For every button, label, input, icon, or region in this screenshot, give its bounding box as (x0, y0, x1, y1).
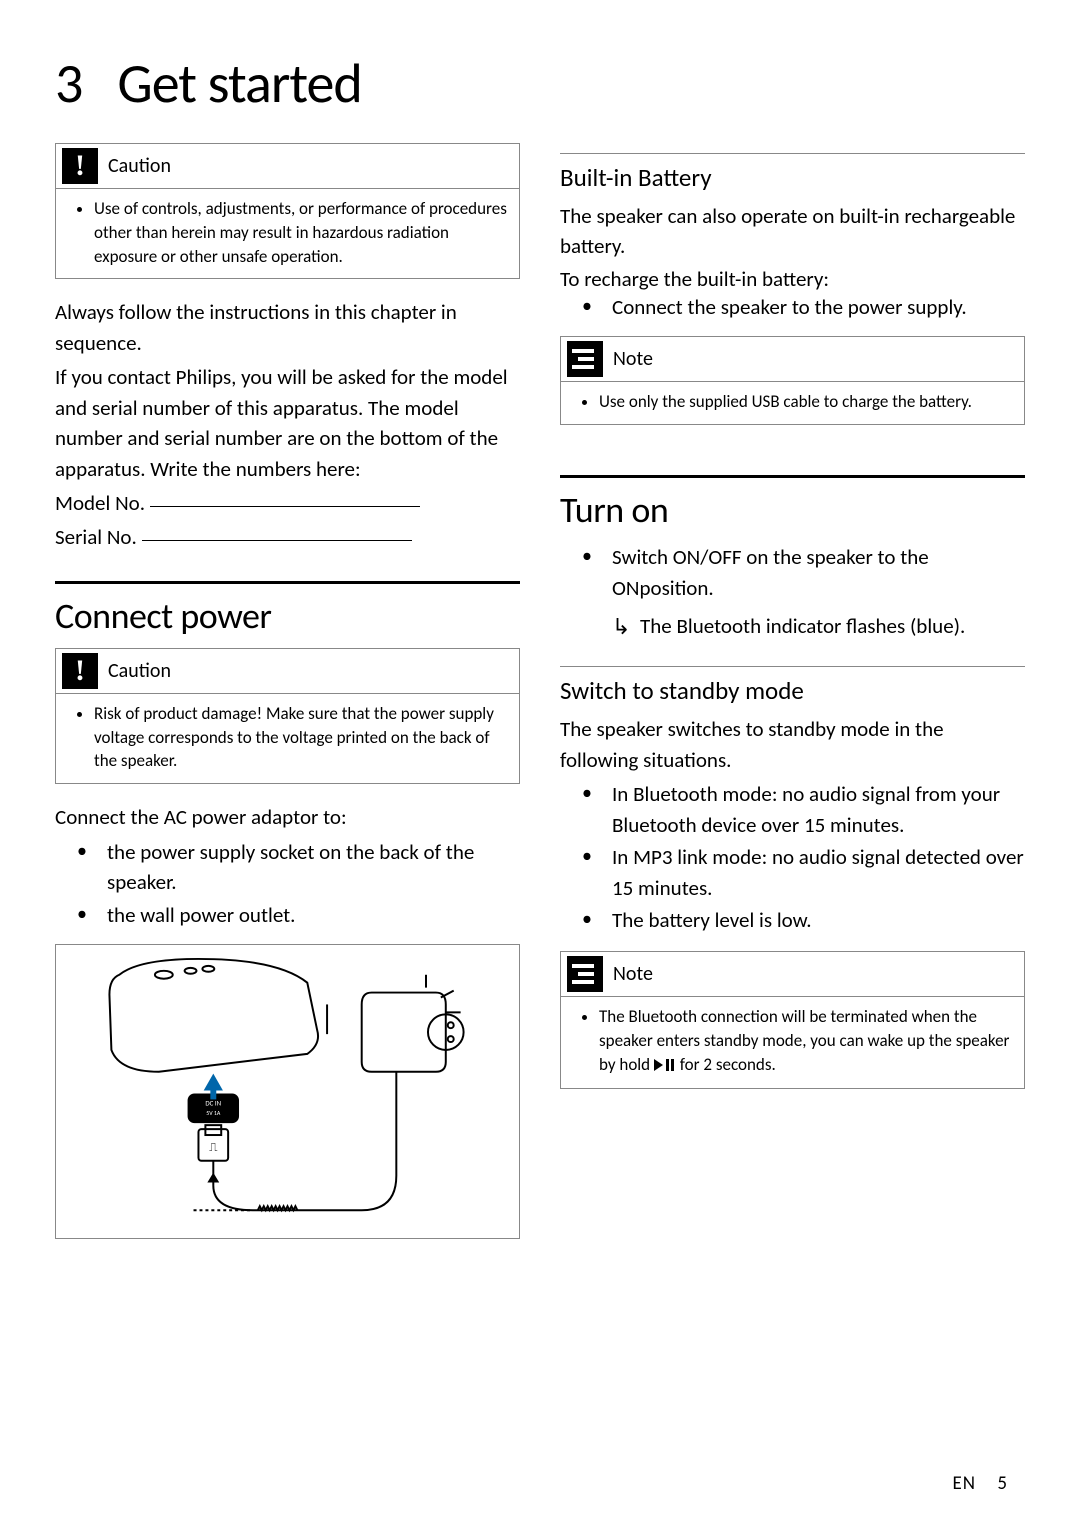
bold: In Bluetooth mode (612, 781, 772, 807)
list-item: Connect the speaker to the power supply. (560, 292, 1025, 322)
turnon-list: Switch ON/OFF on the speaker to the ONpo… (560, 542, 1025, 603)
note-title: Note (613, 347, 653, 371)
thin-divider (560, 153, 1025, 154)
text: The battery level is low. (612, 907, 812, 933)
caution-title: Caution (108, 154, 171, 178)
list-item: In Bluetooth mode: no audio signal from … (560, 779, 1025, 840)
svg-text:⎍: ⎍ (209, 1141, 218, 1155)
caution-box-1: ! Caution Use of controls, adjustments, … (55, 143, 520, 279)
caution-icon: ! (62, 148, 98, 184)
caution-text: Risk of product damage! Make sure that t… (94, 702, 509, 773)
power-connection-figure: DC IN 5V 1A ⎍ (55, 944, 520, 1239)
recharge-list: Connect the speaker to the power supply. (560, 292, 1025, 322)
serial-line: Serial No. (55, 522, 520, 552)
left-column: ! Caution Use of controls, adjustments, … (55, 143, 520, 1239)
chapter-number: 3 (55, 50, 82, 118)
connect-list: the power supply socket on the back of t… (55, 837, 520, 930)
note-text: Use only the supplied USB cable to charg… (599, 390, 1014, 414)
turn-on-heading: Turn on (560, 488, 1025, 532)
note-box-1: Note Use only the supplied USB cable to … (560, 336, 1025, 425)
note-icon (567, 341, 603, 377)
model-blank (150, 506, 420, 507)
note-box-2: Note The Bluetooth connection will be te… (560, 951, 1025, 1088)
caution-text: Use of controls, adjustments, or perform… (94, 197, 509, 268)
footer-lang: EN (953, 1472, 977, 1495)
connect-intro: Connect the AC power adaptor to: (55, 802, 520, 832)
section-divider (55, 581, 520, 584)
right-column: Built-in Battery The speaker can also op… (560, 143, 1025, 1239)
figure-svg: DC IN 5V 1A ⎍ (64, 953, 511, 1230)
thin-divider (560, 666, 1025, 667)
list-item: the wall power outlet. (55, 900, 520, 930)
caution-icon: ! (62, 653, 98, 689)
section-divider (560, 475, 1025, 478)
list-item: Switch ON/OFF on the speaker to the ONpo… (560, 542, 1025, 603)
page-footer: EN 5 (953, 1472, 1008, 1495)
recharge-heading: To recharge the built-in battery: (560, 266, 1025, 292)
serial-label: Serial No. (55, 524, 137, 550)
list-item: the power supply socket on the back of t… (55, 837, 520, 898)
footer-page-number: 5 (997, 1472, 1008, 1495)
model-line: Model No. (55, 488, 520, 518)
note-title: Note (613, 962, 653, 986)
chapter-title-text: Get started (117, 50, 361, 118)
result-item: The Bluetooth indicator flashes (blue). (560, 611, 1025, 641)
standby-text: The speaker switches to standby mode in … (560, 714, 1025, 775)
play-pause-icon (654, 1054, 676, 1078)
page-title: 3 Get started (55, 50, 1025, 118)
standby-heading: Switch to standby mode (560, 675, 1025, 706)
text: for 2 seconds. (676, 1054, 776, 1075)
caution-title: Caution (108, 659, 171, 683)
text: Switch (612, 544, 673, 570)
standby-list: In Bluetooth mode: no audio signal from … (560, 779, 1025, 935)
figure-dcin-label: DC IN (205, 1098, 221, 1107)
battery-text: The speaker can also operate on built-in… (560, 201, 1025, 262)
battery-heading: Built-in Battery (560, 162, 1025, 193)
serial-blank (142, 540, 412, 541)
list-item: The battery level is low. (560, 905, 1025, 935)
intro-text-2: If you contact Philips, you will be aske… (55, 362, 520, 484)
model-label: Model No. (55, 490, 145, 516)
figure-5v-label: 5V 1A (206, 1109, 221, 1117)
caution-box-2: ! Caution Risk of product damage! Make s… (55, 648, 520, 784)
intro-text-1: Always follow the instructions in this c… (55, 297, 520, 358)
bold: In MP3 link mode (612, 844, 762, 870)
note-text: The Bluetooth connection will be termina… (599, 1005, 1014, 1077)
connect-power-heading: Connect power (55, 594, 520, 638)
onoff-label: ON/OFF (673, 544, 742, 570)
note-icon (567, 956, 603, 992)
list-item: In MP3 link mode: no audio signal detect… (560, 842, 1025, 903)
